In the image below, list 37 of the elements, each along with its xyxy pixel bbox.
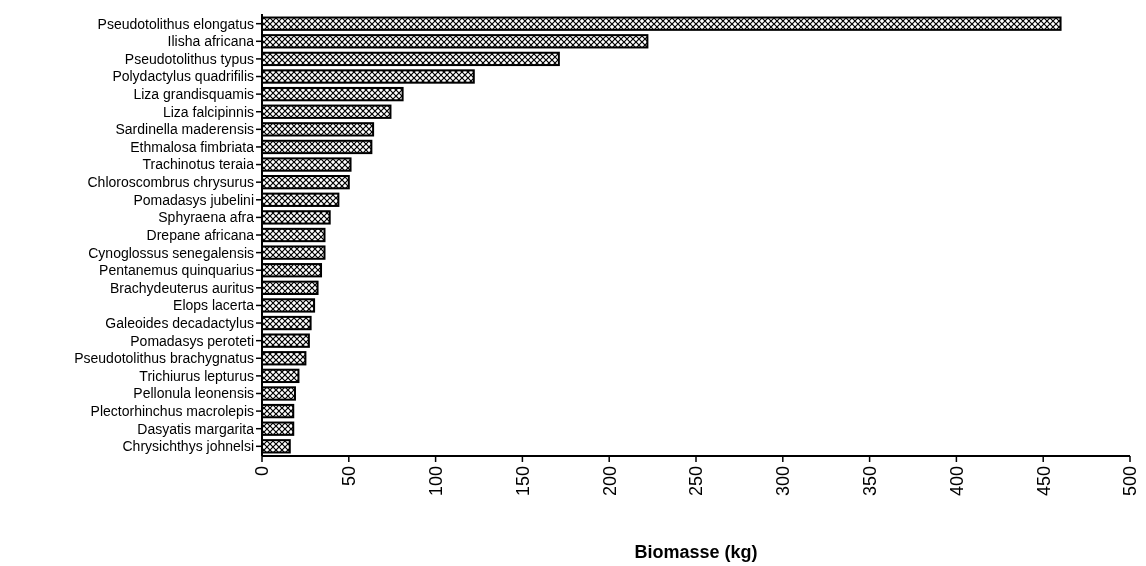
x-tick-label: 400 <box>946 466 967 497</box>
y-tick-label: Pseudotolithus brachygnatus <box>74 350 254 367</box>
y-tick-label: Chrysichthys johnelsi <box>122 438 254 455</box>
y-tick-label: Elops lacerta <box>173 297 255 314</box>
y-tick-label: Polydactylus quadrifilis <box>112 68 254 85</box>
y-tick-label: Pseudotolithus typus <box>124 50 254 67</box>
y-tick-label: Pellonula leonensis <box>133 385 254 402</box>
y-tick-label: Pentanemus quinquarius <box>99 262 254 279</box>
y-tick-label: Ilisha africana <box>167 33 255 50</box>
y-tick-label: Chloroscombrus chrysurus <box>87 174 254 191</box>
y-tick-label: Plectorhinchus macrolepis <box>90 403 254 419</box>
x-tick-label: 200 <box>599 466 620 497</box>
x-tick-label: 300 <box>773 466 794 497</box>
y-tick-label: Pseudotolithus elongatus <box>97 15 254 32</box>
x-tick-label: 100 <box>425 466 446 497</box>
y-tick-label: Liza falcipinnis <box>162 103 254 120</box>
y-tick-label: Liza grandisquamis <box>133 86 254 103</box>
y-tick-label: Ethmalosa fimbriata <box>130 138 255 155</box>
y-tick-label: Dasyatis margarita <box>137 420 255 437</box>
x-tick-label: 500 <box>1120 466 1141 497</box>
y-tick-label: Trachinotus teraia <box>142 156 255 173</box>
x-tick-label: 250 <box>686 466 707 497</box>
y-tick-label: Cynoglossus senegalensis <box>88 244 254 261</box>
x-axis-title: Biomasse (kg) <box>634 542 758 562</box>
x-tick-label: 50 <box>339 466 360 487</box>
y-tick-label: Galeoides decadactylus <box>105 314 254 331</box>
y-tick-label: Drepane africana <box>146 226 255 243</box>
y-tick-label: Sardinella maderensis <box>115 121 254 138</box>
y-tick-label: Sphyraena afra <box>158 209 255 226</box>
y-tick-label: Pomadasys peroteti <box>130 332 254 349</box>
y-tick-label: Brachydeuterus auritus <box>110 279 254 296</box>
x-tick-label: 0 <box>252 466 273 477</box>
y-tick-label: Trichiurus lepturus <box>139 367 254 384</box>
x-tick-label: 450 <box>1033 466 1054 497</box>
x-tick-label: 350 <box>859 466 880 497</box>
x-tick-label: 150 <box>512 466 533 497</box>
y-tick-label: Pomadasys jubelini <box>133 191 254 208</box>
